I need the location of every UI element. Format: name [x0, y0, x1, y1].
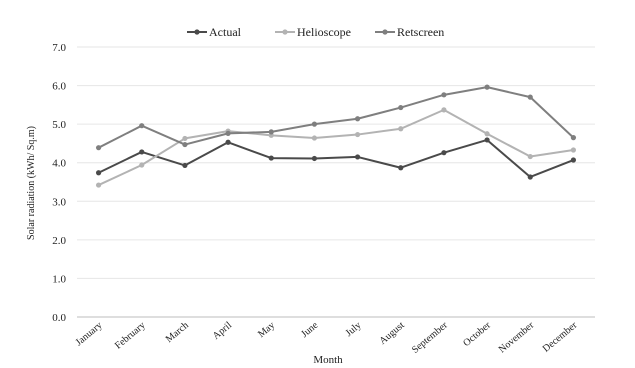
x-tick-label: December: [541, 319, 580, 354]
legend-label-retscreen: Retscreen: [397, 25, 444, 39]
y-tick-label: 4.0: [52, 158, 66, 170]
x-tick-label: August: [377, 320, 406, 347]
x-axis-ticks: January February March April May June July Augu…: [74, 319, 580, 355]
data-point-actual: [527, 174, 533, 180]
data-point-retscreen: [570, 135, 577, 141]
data-point-helioscope: [527, 153, 533, 160]
data-point-retscreen: [398, 104, 404, 111]
data-point-retscreen: [225, 130, 231, 136]
data-point-helioscope: [182, 135, 188, 142]
x-tick-label: October: [461, 319, 493, 349]
data-point-helioscope: [570, 147, 577, 153]
y-tick-label: 3.0: [52, 196, 66, 208]
data-point-retscreen: [441, 92, 447, 98]
series-lines: [95, 84, 577, 188]
data-point-retscreen: [527, 94, 533, 100]
data-point-actual: [139, 149, 145, 155]
data-point-helioscope: [139, 162, 145, 168]
data-point-helioscope: [398, 126, 404, 132]
data-point-actual: [570, 157, 577, 163]
x-tick-label: November: [497, 319, 537, 355]
data-point-retscreen: [139, 123, 145, 129]
y-tick-label: 2.0: [52, 235, 66, 247]
data-point-actual: [311, 155, 318, 162]
data-point-retscreen: [95, 145, 102, 151]
legend-marker-retscreen: [382, 29, 388, 35]
x-tick-label: February: [113, 320, 148, 352]
y-axis-label: Solar radiation (kWh/ Sq.m): [26, 126, 37, 240]
legend-label-actual: Actual: [209, 25, 242, 39]
x-tick-label: September: [410, 319, 450, 355]
y-tick-label: 5.0: [52, 119, 66, 131]
data-point-actual: [182, 162, 188, 169]
data-point-helioscope: [354, 131, 361, 138]
data-point-actual: [268, 155, 274, 161]
y-tick-label: 1.0: [52, 273, 66, 285]
series-line-helioscope: [98, 108, 574, 186]
data-point-actual: [225, 139, 231, 145]
data-point-actual: [441, 150, 447, 156]
data-point-helioscope: [441, 107, 447, 113]
x-tick-label: March: [164, 320, 191, 345]
data-point-helioscope: [484, 131, 490, 137]
legend: Actual Helioscope Retscreen: [187, 25, 444, 39]
x-axis-label: Month: [313, 354, 343, 366]
x-tick-label: June: [299, 320, 321, 341]
x-tick-label: January: [74, 320, 105, 348]
x-tick-label: July: [344, 320, 364, 339]
legend-marker-helioscope: [282, 29, 288, 35]
data-point-retscreen: [484, 84, 490, 90]
x-tick-label: April: [211, 320, 234, 342]
data-point-retscreen: [311, 121, 318, 127]
series-line-actual: [98, 138, 574, 178]
data-point-helioscope: [311, 135, 318, 141]
y-tick-label: 6.0: [52, 81, 66, 93]
data-point-actual: [354, 154, 361, 160]
data-point-actual: [95, 170, 102, 176]
data-point-retscreen: [354, 116, 361, 122]
series-line-retscreen: [98, 86, 575, 149]
legend-label-helioscope: Helioscope: [297, 25, 351, 39]
data-point-retscreen: [182, 141, 188, 148]
data-point-retscreen: [268, 129, 274, 135]
data-point-actual: [484, 137, 490, 143]
x-tick-label: May: [256, 320, 277, 340]
legend-marker-actual: [194, 29, 200, 35]
y-tick-label: 7.0: [52, 42, 66, 54]
gridlines: [77, 46, 595, 318]
data-point-helioscope: [95, 182, 102, 188]
y-tick-label: 0.0: [52, 312, 66, 324]
y-axis-ticks: 0.0 1.0 2.0 3.0 4.0 5.0 6.0 7.0: [52, 42, 66, 324]
data-point-actual: [398, 165, 404, 171]
